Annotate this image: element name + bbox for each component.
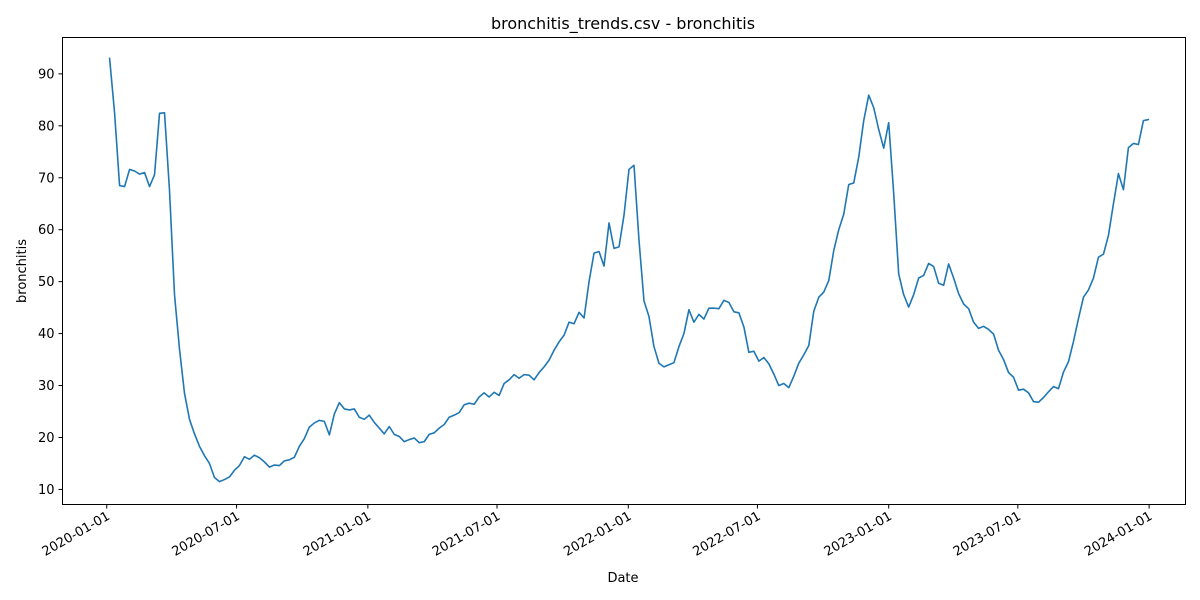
chart-title: bronchitis_trends.csv - bronchitis	[491, 14, 755, 34]
y-tick-label: 10	[38, 483, 55, 498]
y-tick-label: 60	[38, 223, 55, 238]
y-tick-label: 70	[38, 171, 55, 186]
y-tick-label: 80	[38, 119, 55, 134]
y-tick-label: 50	[38, 275, 55, 290]
y-axis-label: bronchitis	[15, 239, 30, 303]
plot-area	[108, 57, 1150, 483]
x-axis-label: Date	[607, 571, 638, 586]
y-tick-label: 90	[38, 67, 55, 82]
y-axis: 10 20 30 40 50 60 70 80 90	[38, 67, 63, 498]
y-tick-label: 40	[38, 327, 55, 342]
plot-frame	[62, 37, 1186, 505]
y-tick-label: 30	[38, 379, 55, 394]
y-tick-label: 20	[38, 431, 55, 446]
series-line-0	[108, 57, 1150, 483]
